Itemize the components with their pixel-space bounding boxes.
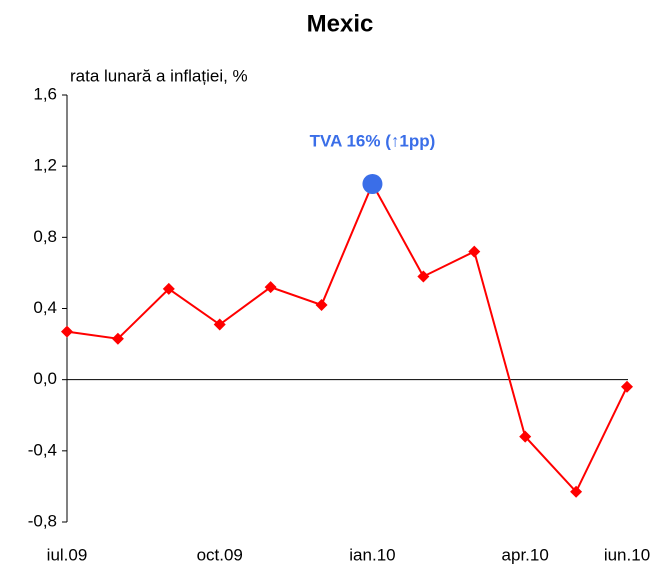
marker [315, 298, 328, 311]
x-tick-label: iul.09 [47, 545, 88, 564]
y-tick-label: 0,4 [33, 298, 57, 317]
x-tick-label: iun.10 [604, 545, 650, 564]
marker [264, 281, 277, 294]
line [66, 181, 628, 494]
marker [417, 270, 430, 283]
chart-title: Mexic [307, 10, 374, 37]
x-tick-label: ian.10 [349, 545, 395, 564]
highlight-marker [362, 173, 383, 194]
x-tick-label: apr.10 [502, 545, 549, 564]
marker [621, 380, 633, 393]
y-tick-label: 0,0 [33, 369, 57, 388]
marker [162, 282, 175, 295]
y-tick-label: 1,2 [33, 156, 57, 175]
y-tick-label: -0,4 [28, 440, 57, 459]
marker [111, 332, 124, 345]
x-tick-label: oct.09 [197, 545, 243, 564]
marker [468, 245, 481, 258]
y-tick-label: 1,6 [33, 84, 57, 103]
marker [570, 485, 583, 498]
y-tick-label: -0,8 [28, 511, 57, 530]
marker [213, 318, 226, 331]
y-tick-label: 0,8 [33, 227, 57, 246]
marker [61, 325, 73, 338]
y-axis-label: rata lunară a inflației, % [70, 66, 248, 85]
marker [519, 430, 532, 443]
annotation: TVA 16% (↑1pp) [310, 131, 436, 150]
